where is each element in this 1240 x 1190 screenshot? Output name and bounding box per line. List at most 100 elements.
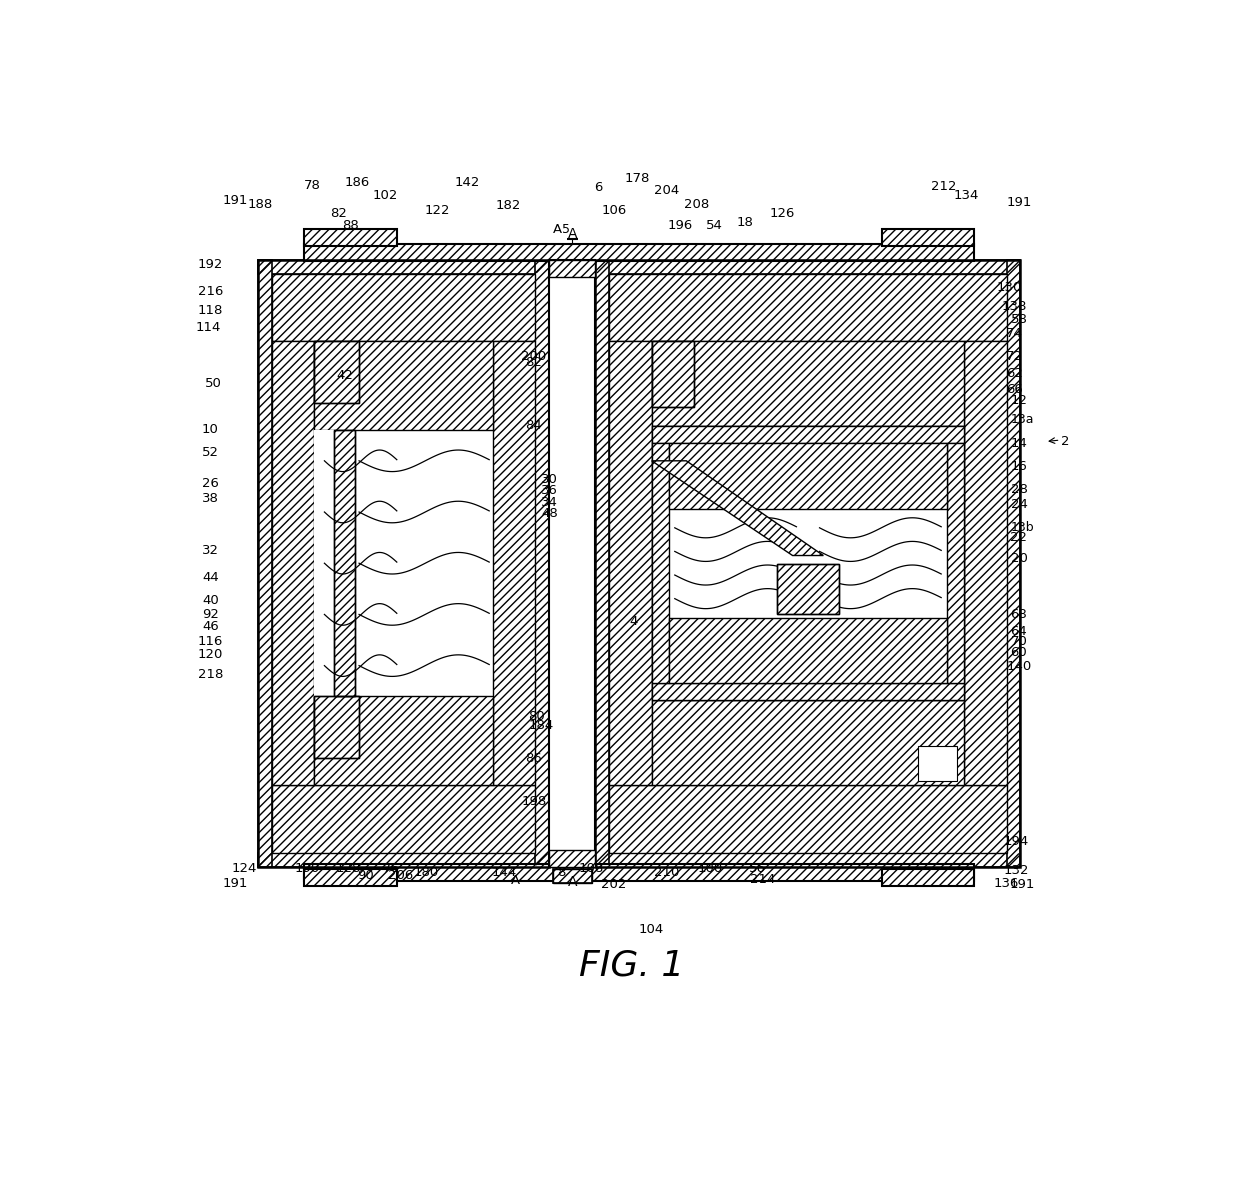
- Text: 4: 4: [630, 615, 639, 628]
- Text: 120: 120: [197, 649, 223, 662]
- Bar: [315, 696, 360, 758]
- Text: 90: 90: [357, 870, 374, 882]
- Bar: [652, 342, 694, 407]
- Bar: [882, 869, 975, 885]
- Bar: [652, 426, 965, 700]
- Text: 86: 86: [526, 752, 542, 765]
- Text: 14: 14: [1011, 437, 1028, 450]
- Text: 72: 72: [1006, 350, 1023, 363]
- Bar: [258, 259, 549, 274]
- Polygon shape: [652, 461, 823, 556]
- Text: A: A: [568, 226, 577, 240]
- Text: 104: 104: [639, 923, 663, 937]
- Bar: [536, 259, 549, 866]
- Bar: [334, 430, 355, 696]
- Text: 118: 118: [197, 305, 223, 318]
- Text: 100: 100: [698, 862, 723, 875]
- Text: 208: 208: [684, 198, 709, 211]
- Text: 216: 216: [197, 284, 223, 298]
- Text: 198: 198: [521, 795, 547, 808]
- Text: 64: 64: [1011, 625, 1027, 638]
- Text: 52: 52: [202, 446, 219, 459]
- Text: 102: 102: [372, 189, 398, 201]
- Bar: [777, 564, 838, 614]
- Text: 122: 122: [424, 203, 450, 217]
- Text: 206: 206: [388, 870, 413, 882]
- Text: 136: 136: [994, 877, 1019, 890]
- Text: 58: 58: [1011, 313, 1028, 326]
- Text: 36: 36: [541, 484, 558, 497]
- Bar: [315, 342, 360, 403]
- Bar: [258, 259, 549, 866]
- Bar: [668, 443, 947, 508]
- Bar: [1007, 259, 1021, 866]
- Text: 212: 212: [931, 180, 956, 193]
- Text: 191: 191: [222, 194, 248, 207]
- Text: 134: 134: [954, 189, 980, 201]
- Text: 38: 38: [202, 491, 219, 505]
- Bar: [549, 259, 595, 277]
- Bar: [553, 869, 591, 883]
- Text: 22: 22: [1011, 531, 1028, 544]
- Bar: [595, 259, 609, 866]
- Text: 56: 56: [749, 862, 765, 875]
- Text: 8: 8: [558, 866, 565, 879]
- Text: 178: 178: [625, 173, 650, 186]
- Text: 78: 78: [304, 178, 320, 192]
- Text: 202: 202: [601, 878, 626, 891]
- Text: 46: 46: [202, 620, 218, 633]
- Text: 132: 132: [1004, 864, 1029, 877]
- Text: 214: 214: [750, 873, 775, 887]
- Text: 182: 182: [496, 200, 521, 213]
- Text: 188: 188: [248, 198, 273, 211]
- Text: 6: 6: [594, 181, 603, 194]
- Bar: [304, 869, 397, 885]
- Text: 26: 26: [202, 477, 219, 489]
- Text: A: A: [568, 875, 577, 889]
- Bar: [652, 342, 694, 407]
- Text: 200: 200: [521, 350, 547, 363]
- Bar: [652, 443, 668, 683]
- Text: 74: 74: [1006, 327, 1023, 340]
- Bar: [595, 259, 1021, 274]
- Text: 191: 191: [1007, 196, 1032, 209]
- Text: 130: 130: [996, 281, 1022, 294]
- Bar: [609, 342, 652, 785]
- Bar: [553, 869, 591, 883]
- Bar: [882, 228, 975, 246]
- Text: 5: 5: [562, 223, 570, 236]
- Text: 196: 196: [667, 219, 693, 232]
- Text: 108: 108: [579, 862, 604, 875]
- Text: 88: 88: [342, 219, 358, 232]
- Text: 30: 30: [541, 472, 558, 486]
- Text: 76: 76: [383, 862, 399, 875]
- Bar: [609, 274, 1007, 342]
- Bar: [304, 864, 975, 882]
- Text: 124: 124: [232, 862, 257, 875]
- Text: 80: 80: [528, 710, 546, 724]
- Bar: [918, 746, 956, 781]
- Text: 116: 116: [197, 635, 223, 649]
- Text: 2: 2: [1061, 436, 1069, 449]
- Bar: [652, 683, 965, 700]
- Bar: [304, 244, 975, 262]
- Text: 114: 114: [196, 321, 221, 334]
- Text: 138: 138: [1002, 300, 1027, 313]
- Text: 12: 12: [1011, 394, 1028, 407]
- Bar: [258, 853, 549, 866]
- Text: 42: 42: [336, 369, 353, 382]
- Text: 184: 184: [529, 719, 554, 732]
- Bar: [652, 700, 965, 785]
- Text: 186: 186: [345, 176, 370, 189]
- Text: 34: 34: [541, 496, 558, 509]
- Text: 180: 180: [413, 866, 439, 879]
- Text: 218: 218: [197, 668, 223, 681]
- Text: 44: 44: [202, 571, 218, 584]
- Text: 92: 92: [202, 608, 219, 620]
- Bar: [272, 785, 536, 853]
- Text: 32: 32: [202, 544, 219, 557]
- Bar: [882, 869, 975, 885]
- Bar: [595, 259, 1021, 866]
- Text: 13b: 13b: [1011, 521, 1034, 534]
- Bar: [777, 564, 838, 614]
